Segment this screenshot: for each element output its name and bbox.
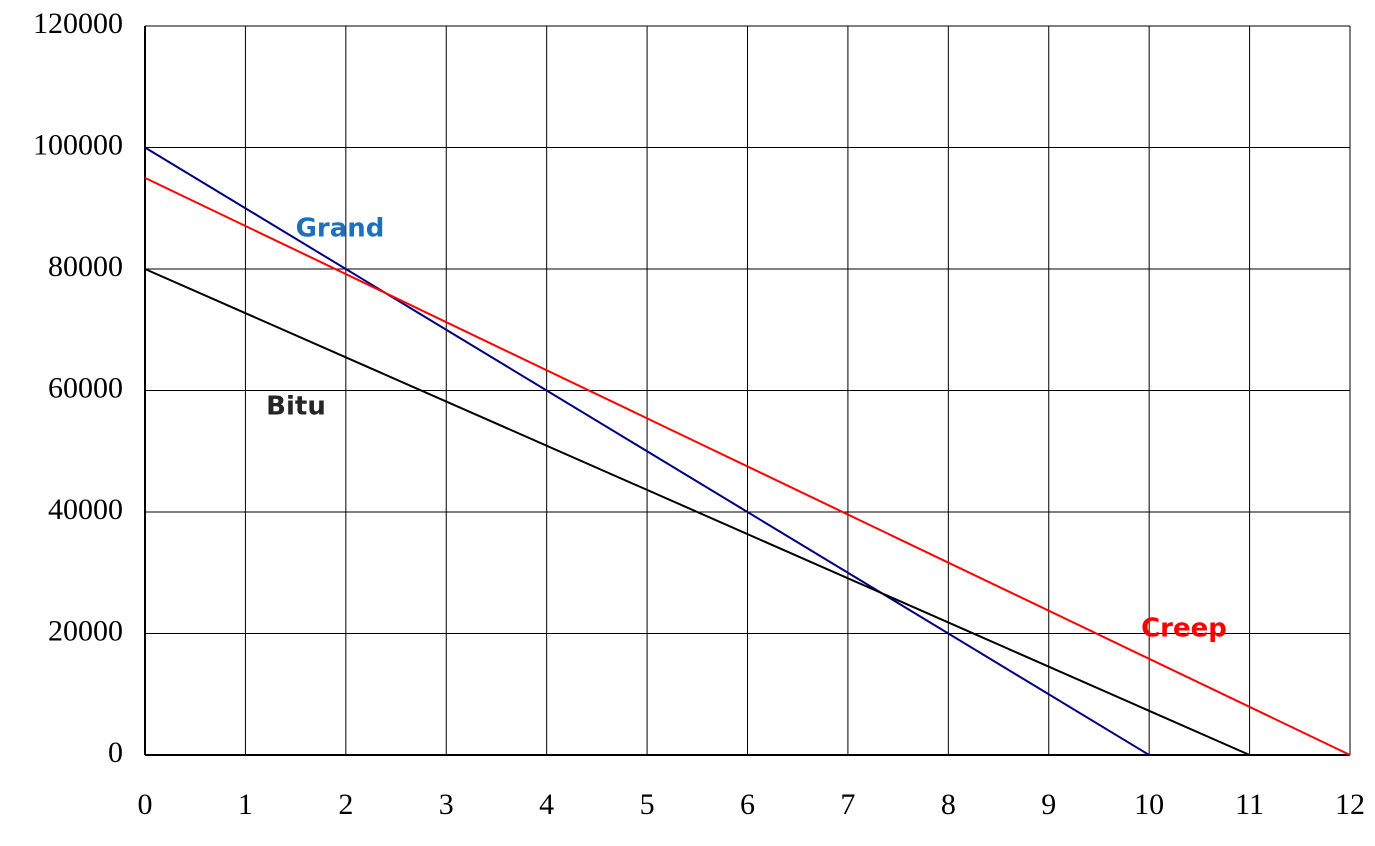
x-tick-label: 10 xyxy=(1134,788,1164,821)
x-tick-label: 8 xyxy=(941,788,956,821)
x-tick-label: 7 xyxy=(840,788,855,821)
x-tick-label: 2 xyxy=(338,788,353,821)
y-tick-label: 100000 xyxy=(33,128,123,161)
y-tick-label: 0 xyxy=(108,736,123,769)
x-tick-label: 0 xyxy=(138,788,153,821)
y-tick-label: 120000 xyxy=(33,7,123,40)
x-tick-label: 5 xyxy=(640,788,655,821)
series-label: Creep xyxy=(1141,614,1227,644)
x-tick-label: 1 xyxy=(238,788,253,821)
series-line xyxy=(144,146,1150,756)
x-tick-label: 4 xyxy=(539,788,554,821)
x-tick-label: 6 xyxy=(740,788,755,821)
x-tick-label: 9 xyxy=(1041,788,1056,821)
series-label: Grand xyxy=(296,214,385,244)
y-tick-label: 60000 xyxy=(48,371,123,404)
y-tick-label: 40000 xyxy=(48,493,123,526)
series-label: Bitu xyxy=(266,392,326,422)
y-tick-label: 80000 xyxy=(48,250,123,283)
x-tick-label: 11 xyxy=(1235,788,1264,821)
y-tick-label: 20000 xyxy=(48,614,123,647)
series-line xyxy=(144,176,1351,756)
x-tick-label: 3 xyxy=(439,788,454,821)
x-tick-label: 12 xyxy=(1335,788,1365,821)
series-line xyxy=(144,268,1250,756)
